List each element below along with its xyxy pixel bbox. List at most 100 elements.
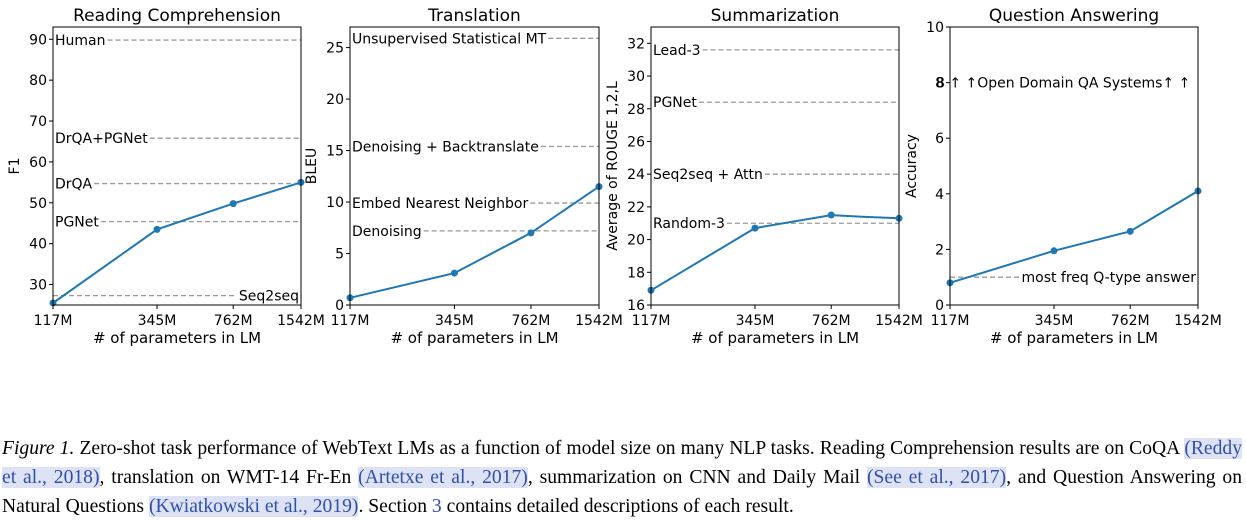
data-point xyxy=(229,200,237,208)
x-tick-label: 1542M xyxy=(575,313,623,329)
chart-panel-4: Question Answering most freq Q-type answe… xyxy=(904,6,1222,347)
x-tick-label: 345M xyxy=(435,313,474,329)
baseline-label: Embed Nearest Neighbor xyxy=(352,196,528,212)
x-tick-label: 762M xyxy=(812,313,851,329)
caption-label: Figure 1. xyxy=(2,437,75,459)
chart-title: Reading Comprehension xyxy=(73,6,281,26)
y-tick-label: 40 xyxy=(29,237,47,253)
y-tick-label: 16 xyxy=(627,298,645,314)
data-point xyxy=(1126,227,1134,235)
series-line xyxy=(949,190,1199,284)
y-tick-label: 80 xyxy=(29,73,47,89)
plot-frame xyxy=(349,26,600,306)
y-tick-label: 26 xyxy=(627,134,645,150)
baseline-label: Human xyxy=(55,33,106,49)
y-tick-label: 30 xyxy=(627,69,645,85)
caption-body: Zero-shot task performance of WebText LM… xyxy=(2,437,1243,517)
figure-charts: Reading Comprehension Human DrQA+PGNet DrQA… xyxy=(7,6,1222,347)
y-tick-label: 0 xyxy=(335,298,344,314)
caption-text: , translation on WMT-14 Fr-En xyxy=(99,466,359,488)
baseline-label: most freq Q-type answer xyxy=(1021,270,1196,286)
baseline-label: DrQA xyxy=(55,177,93,193)
chart-panel-1: Reading Comprehension Human DrQA+PGNet DrQA… xyxy=(7,6,325,347)
figure-caption: Figure 1. Zero-shot task performance of … xyxy=(2,434,1243,521)
x-axis-label: # of parameters in LM xyxy=(390,329,558,347)
x-tick-label: 117M xyxy=(632,313,671,329)
x-tick-label: 1542M xyxy=(277,313,325,329)
baseline-label: Unsupervised Statistical MT xyxy=(352,31,547,47)
x-tick-label: 117M xyxy=(34,313,73,329)
x-axis-label: # of parameters in LM xyxy=(691,329,859,347)
caption-text: contains detailed descriptions of each r… xyxy=(441,495,794,517)
x-tick-label: 345M xyxy=(736,313,775,329)
y-tick-label: 8 xyxy=(935,76,944,92)
y-tick-label: 5 xyxy=(335,247,344,263)
x-tick-label: 117M xyxy=(331,313,370,329)
y-tick-label: 50 xyxy=(29,196,47,212)
y-tick-label: 30 xyxy=(29,278,47,294)
data-point xyxy=(751,224,759,232)
y-tick-label: 22 xyxy=(627,200,645,216)
citation-link[interactable]: (Kwiatkowski et al., 2019) xyxy=(148,495,359,517)
y-axis-label: Accuracy xyxy=(904,134,920,198)
y-tick-label: 20 xyxy=(326,92,344,108)
series-line xyxy=(349,185,600,299)
baseline-label: Denoising xyxy=(352,224,422,240)
y-tick-label: 28 xyxy=(627,102,645,118)
baseline-label: DrQA+PGNet xyxy=(55,131,148,147)
chart-title: Summarization xyxy=(711,6,840,26)
y-tick-label: 25 xyxy=(326,41,344,57)
section-ref-link[interactable]: 3 xyxy=(431,495,442,517)
plot-frame xyxy=(650,26,900,306)
chart-panel-3: Summarization Lead-3 PGNet Seq2seq + Attn Ra… xyxy=(605,6,923,347)
baseline-label: Denoising + Backtranslate xyxy=(352,139,539,155)
caption-text: . Section xyxy=(358,495,432,517)
y-tick-label: 10 xyxy=(926,20,944,36)
y-tick-label: 20 xyxy=(627,233,645,249)
y-tick-label: 10 xyxy=(326,195,344,211)
y-tick-label: 32 xyxy=(627,36,645,52)
data-point xyxy=(527,229,535,237)
y-tick-label: 90 xyxy=(29,32,47,48)
x-tick-label: 762M xyxy=(1111,313,1150,329)
y-tick-label: 60 xyxy=(29,155,47,171)
y-tick-label: 0 xyxy=(935,298,944,314)
annotation-label: 8 ↑ ↑Open Domain QA Systems↑ ↑ xyxy=(936,76,1190,92)
citation-link[interactable]: (See et al., 2017) xyxy=(866,466,1007,488)
data-point xyxy=(827,211,835,219)
x-axis-label: # of parameters in LM xyxy=(990,329,1158,347)
x-tick-label: 1542M xyxy=(875,313,923,329)
y-tick-label: 70 xyxy=(29,114,47,130)
plot-frame xyxy=(52,26,302,306)
x-tick-label: 117M xyxy=(931,313,970,329)
x-tick-label: 762M xyxy=(512,313,551,329)
series-line xyxy=(52,181,302,304)
data-point xyxy=(450,269,458,277)
data-point xyxy=(153,225,161,233)
caption-text: Zero-shot task performance of WebText LM… xyxy=(74,437,1185,459)
caption-text: , summarization on CNN and Daily Mail xyxy=(527,466,867,488)
x-tick-label: 762M xyxy=(214,313,253,329)
y-tick-label: 24 xyxy=(627,167,645,183)
baseline-label: Seq2seq xyxy=(239,289,299,305)
baseline-label: Lead-3 xyxy=(653,43,701,59)
chart-title: Translation xyxy=(427,6,521,26)
plot-frame xyxy=(949,26,1199,306)
x-tick-label: 1542M xyxy=(1174,313,1222,329)
citation-link[interactable]: (Artetxe et al., 2017) xyxy=(358,466,528,488)
baseline-label: Random-3 xyxy=(653,216,725,232)
chart-title: Question Answering xyxy=(989,6,1159,26)
y-tick-label: 6 xyxy=(935,131,944,147)
data-point xyxy=(1050,247,1058,255)
x-tick-label: 345M xyxy=(138,313,177,329)
y-axis-label: F1 xyxy=(7,158,23,175)
y-tick-label: 18 xyxy=(627,265,645,281)
baseline-label: Seq2seq + Attn xyxy=(653,167,763,183)
baseline-label: PGNet xyxy=(55,215,99,231)
y-axis-label: Average of ROUGE 1,2,L xyxy=(605,81,621,251)
x-tick-label: 345M xyxy=(1035,313,1074,329)
y-tick-label: 15 xyxy=(326,144,344,160)
x-axis-label: # of parameters in LM xyxy=(93,329,261,347)
baseline-label: PGNet xyxy=(653,95,697,111)
y-axis-label: BLEU xyxy=(304,148,320,185)
